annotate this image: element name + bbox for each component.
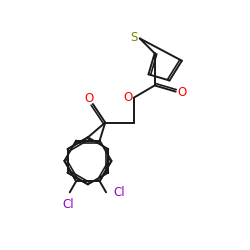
Text: O: O — [84, 92, 94, 104]
Text: S: S — [130, 31, 137, 44]
Text: Cl: Cl — [114, 186, 125, 199]
Text: O: O — [123, 91, 132, 104]
Text: Cl: Cl — [63, 198, 74, 211]
Text: O: O — [177, 86, 186, 98]
